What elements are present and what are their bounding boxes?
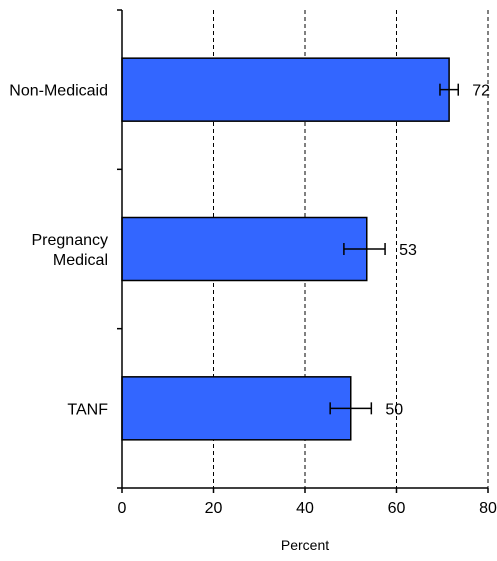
labels: 72 Non-Medicaid 53 Pregnancy Medical 50 TANF 0 2… bbox=[9, 83, 497, 517]
category-label-line: Non-Medicaid bbox=[9, 83, 108, 100]
category-label-0: Non-Medicaid bbox=[9, 83, 108, 100]
category-label-line: TANF bbox=[67, 401, 108, 418]
x-tick-label-20: 20 bbox=[205, 500, 223, 517]
category-label-2: TANF bbox=[67, 401, 108, 418]
bar-1 bbox=[121, 216, 368, 282]
x-axis-title: Percent bbox=[281, 537, 329, 553]
category-label-line: Medical bbox=[53, 252, 108, 269]
error-bars bbox=[329, 83, 460, 415]
bars bbox=[121, 57, 450, 441]
bar-2 bbox=[121, 376, 352, 441]
x-tick-label-80: 80 bbox=[479, 500, 497, 517]
data-label-0: 72 bbox=[472, 83, 490, 100]
bar-0 bbox=[121, 57, 450, 122]
axes bbox=[117, 9, 489, 493]
category-label-line: Pregnancy bbox=[32, 232, 109, 249]
x-tick-label-60: 60 bbox=[388, 500, 406, 517]
data-label-1: 53 bbox=[399, 242, 417, 259]
x-tick-label-40: 40 bbox=[296, 500, 314, 517]
data-label-2: 50 bbox=[385, 401, 403, 418]
x-tick-label-0: 0 bbox=[118, 500, 127, 517]
category-label-1: Pregnancy Medical bbox=[32, 232, 109, 269]
